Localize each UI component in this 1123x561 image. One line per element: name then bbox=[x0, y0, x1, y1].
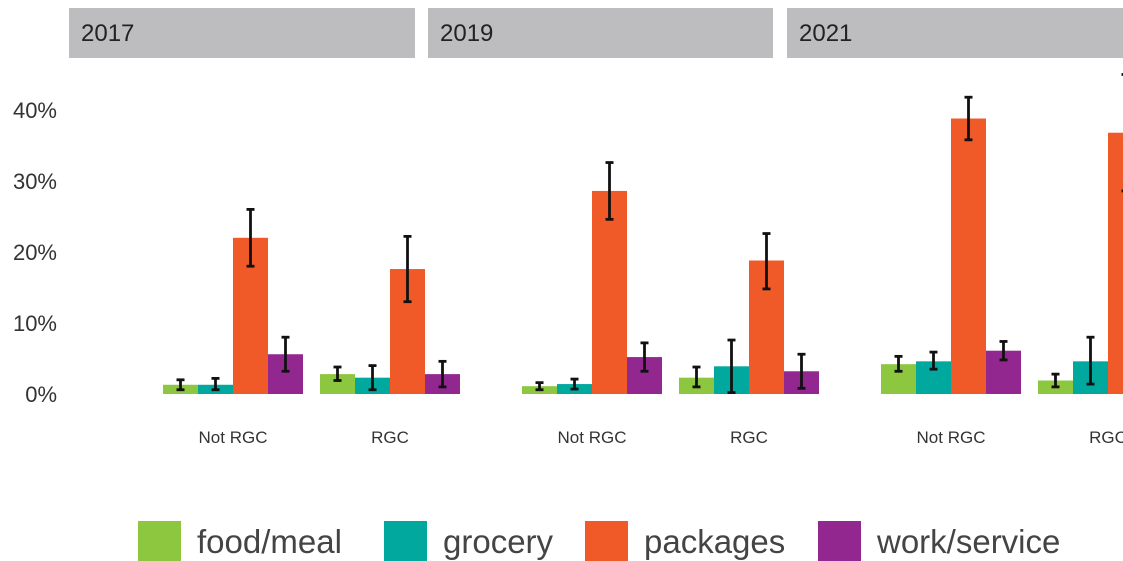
facet-label-2019: 2019 bbox=[440, 20, 493, 47]
error-bar-2017-rgc-food-meal bbox=[333, 365, 342, 382]
bar-2017-rgc-food-meal bbox=[320, 374, 355, 394]
bar-2019-not-rgc-packages bbox=[592, 190, 627, 394]
legend-label-grocery: grocery bbox=[443, 523, 554, 560]
facet-label-2017: 2017 bbox=[81, 20, 134, 47]
x-tick-label-2019-rgc: RGC bbox=[730, 428, 768, 447]
error-bar-2021-rgc-food-meal bbox=[1051, 372, 1060, 389]
error-bar-2019-not-rgc-packages bbox=[605, 161, 614, 221]
legend-label-food-meal: food/meal bbox=[197, 523, 342, 560]
legend-label-work-service: work/service bbox=[876, 523, 1060, 560]
y-tick-label-40: 40% bbox=[13, 98, 57, 123]
error-bar-2019-rgc-work-service bbox=[797, 352, 806, 390]
facet-label-2021: 2021 bbox=[799, 20, 852, 47]
error-bar-2017-rgc-work-service bbox=[438, 359, 447, 389]
error-bar-2021-not-rgc-work-service bbox=[999, 340, 1008, 362]
y-tick-label-20: 20% bbox=[13, 240, 57, 265]
x-tick-label-2021-not-rgc: Not RGC bbox=[917, 428, 986, 447]
error-bar-2019-rgc-food-meal bbox=[692, 365, 701, 389]
legend-swatch-work-service bbox=[818, 521, 861, 561]
facet-strip-2021 bbox=[787, 8, 1123, 58]
error-bar-2021-not-rgc-packages bbox=[964, 95, 973, 142]
error-bar-2019-not-rgc-grocery bbox=[570, 377, 579, 391]
facet-strip-2017 bbox=[69, 8, 415, 58]
legend-label-packages: packages bbox=[644, 523, 785, 560]
x-tick-label-2017-not-rgc: Not RGC bbox=[199, 428, 268, 447]
y-tick-label-30: 30% bbox=[13, 169, 57, 194]
error-bar-2017-rgc-grocery bbox=[368, 364, 377, 392]
error-bar-2021-not-rgc-food-meal bbox=[894, 354, 903, 373]
bar-2021-not-rgc-packages bbox=[951, 118, 986, 395]
axes: 0% 10% 20% 30% 40% Not RGC RGC Not RGC RGC Not RG… bbox=[13, 98, 1123, 447]
legend-swatch-grocery bbox=[384, 521, 427, 561]
error-bar-2021-not-rgc-grocery bbox=[929, 350, 938, 371]
x-tick-label-2021-rgc: RGC bbox=[1089, 428, 1123, 447]
x-tick-label-2019-not-rgc: Not RGC bbox=[558, 428, 627, 447]
y-tick-label-0: 0% bbox=[25, 382, 57, 407]
legend-swatch-packages bbox=[585, 521, 628, 561]
error-bar-2017-rgc-packages bbox=[403, 234, 412, 304]
facet-strip-2019 bbox=[428, 8, 773, 58]
error-bar-2021-rgc-grocery bbox=[1086, 335, 1095, 386]
x-tick-label-2017-rgc: RGC bbox=[371, 428, 409, 447]
error-bar-2017-not-rgc-grocery bbox=[211, 376, 220, 392]
error-bar-2019-not-rgc-food-meal bbox=[535, 381, 544, 392]
error-bar-2017-not-rgc-food-meal bbox=[176, 378, 185, 392]
legend-swatch-food-meal bbox=[138, 521, 181, 561]
error-bar-2017-not-rgc-work-service bbox=[281, 335, 290, 373]
error-bars bbox=[176, 73, 1123, 394]
error-bar-2019-rgc-grocery bbox=[727, 338, 736, 394]
error-bar-2017-not-rgc-packages bbox=[246, 207, 255, 268]
bar-2021-rgc-packages bbox=[1108, 132, 1123, 394]
y-tick-label-10: 10% bbox=[13, 311, 57, 336]
legend: food/meal grocery packages work/service bbox=[138, 521, 1060, 561]
error-bar-2019-rgc-packages bbox=[762, 232, 771, 291]
error-bar-2019-not-rgc-work-service bbox=[640, 341, 649, 373]
facet-strips: 2017 2019 2021 bbox=[69, 8, 1123, 58]
bars bbox=[163, 118, 1123, 395]
